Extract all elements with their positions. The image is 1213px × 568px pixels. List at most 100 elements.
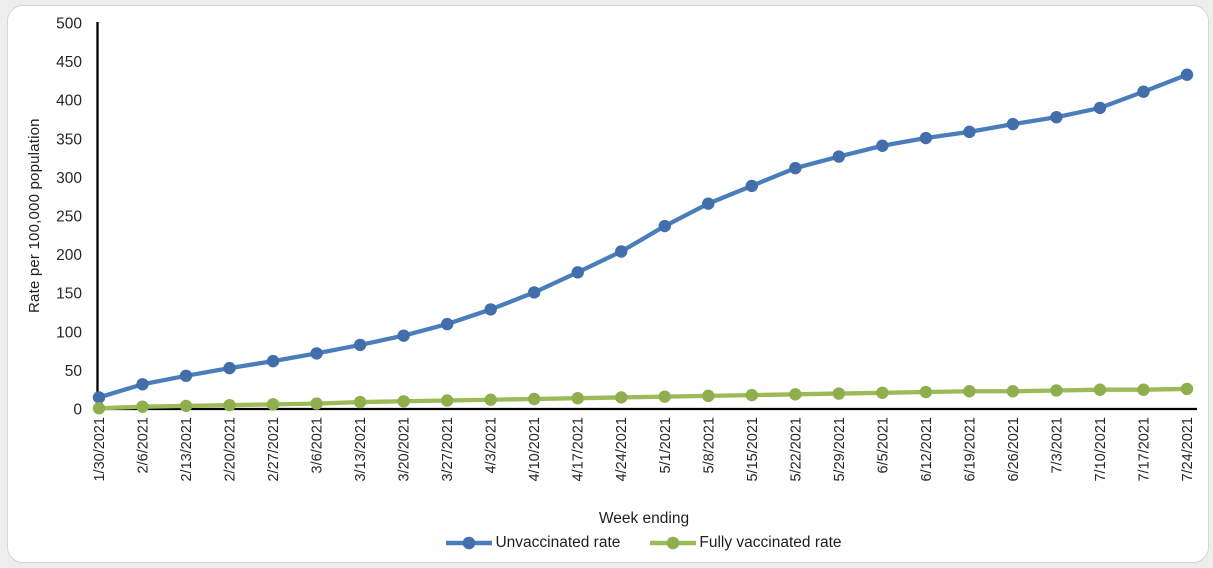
y-tick-label: 350 xyxy=(56,131,82,148)
chart-card: 1/30/2021 2/6/2021 2/13/2021 2/20/2021 2/27/… xyxy=(7,5,1209,563)
data-point[interactable] xyxy=(1006,117,1020,131)
x-tick-label: 2/20/2021 xyxy=(223,417,239,482)
data-point[interactable] xyxy=(223,398,236,412)
data-point[interactable] xyxy=(397,395,410,408)
legend-item-unvaccinated[interactable]: Unvaccinated rate xyxy=(446,534,620,552)
x-tick-label: 7/17/2021 xyxy=(1136,417,1152,482)
y-tick-label: 50 xyxy=(65,363,83,380)
data-point[interactable] xyxy=(615,391,628,404)
legend-label-fully-vaccinated: Fully vaccinated rate xyxy=(699,534,842,551)
legend-dot-unvaccinated xyxy=(463,536,476,550)
legend-marker-unvaccinated-icon xyxy=(446,536,493,550)
data-point[interactable] xyxy=(745,179,758,193)
data-point[interactable] xyxy=(658,390,671,403)
data-point[interactable] xyxy=(571,266,584,279)
data-point[interactable] xyxy=(832,387,846,400)
data-point[interactable] xyxy=(310,347,323,360)
x-tick-label: 5/29/2021 xyxy=(832,417,848,482)
data-point[interactable] xyxy=(223,361,236,375)
data-point[interactable] xyxy=(266,398,280,411)
x-tick-label: 3/6/2021 xyxy=(310,417,326,473)
data-point[interactable] xyxy=(528,286,541,299)
series-fully-vaccinated-rate xyxy=(92,382,1194,415)
x-tick-label: 4/17/2021 xyxy=(571,417,587,482)
x-axis-title: Week ending xyxy=(598,510,690,527)
data-point[interactable] xyxy=(440,394,454,407)
legend-item-fully-vaccinated[interactable]: Fully vaccinated rate xyxy=(650,534,842,552)
y-tick-label: 450 xyxy=(56,54,82,71)
x-tick-label: 7/24/2021 xyxy=(1180,417,1196,482)
data-point[interactable] xyxy=(310,397,323,410)
data-point[interactable] xyxy=(353,338,367,352)
data-point[interactable] xyxy=(397,329,410,342)
data-point[interactable] xyxy=(1180,68,1194,81)
data-point[interactable] xyxy=(179,369,193,383)
x-tick-label: 4/24/2021 xyxy=(614,417,630,482)
data-point[interactable] xyxy=(963,385,976,398)
data-point[interactable] xyxy=(1137,85,1150,98)
data-point[interactable] xyxy=(963,125,976,139)
x-tick-label: 6/26/2021 xyxy=(1006,417,1022,482)
data-point[interactable] xyxy=(1180,382,1194,396)
data-point[interactable] xyxy=(1050,110,1063,124)
y-axis-title: Rate per 100,000 population xyxy=(26,118,43,314)
x-tick-label: 5/15/2021 xyxy=(745,417,761,482)
legend: Unvaccinated rate Fully vaccinated rate xyxy=(98,534,1190,552)
x-tick-label: 5/1/2021 xyxy=(658,417,674,473)
data-point[interactable] xyxy=(658,219,671,233)
x-tick-label: 6/19/2021 xyxy=(962,417,978,482)
data-point[interactable] xyxy=(615,245,628,258)
y-tick-label: 500 xyxy=(56,16,82,33)
data-point[interactable] xyxy=(1093,101,1107,115)
data-point[interactable] xyxy=(528,392,541,406)
y-tick-label: 150 xyxy=(56,286,82,303)
data-point[interactable] xyxy=(266,354,280,368)
chart-canvas: 1/30/2021 2/6/2021 2/13/2021 2/20/2021 2/27/… xyxy=(56,16,1197,482)
data-point[interactable] xyxy=(179,399,193,413)
data-point[interactable] xyxy=(919,385,933,399)
data-point[interactable] xyxy=(484,393,497,406)
x-tick-label: 4/3/2021 xyxy=(484,417,500,473)
series-line xyxy=(96,72,1190,400)
data-point[interactable] xyxy=(1006,385,1020,398)
data-point[interactable] xyxy=(919,131,933,145)
data-point[interactable] xyxy=(745,388,758,402)
data-point[interactable] xyxy=(876,139,889,152)
x-tick-label: 2/13/2021 xyxy=(179,417,195,482)
data-point[interactable] xyxy=(789,161,802,175)
x-tick-label: 5/8/2021 xyxy=(701,417,717,473)
x-tick-label: 3/20/2021 xyxy=(397,417,413,482)
data-point[interactable] xyxy=(832,150,846,163)
x-tick-label: 2/6/2021 xyxy=(136,417,152,473)
data-point[interactable] xyxy=(702,197,715,210)
y-tick-label: 400 xyxy=(56,93,82,110)
y-axis-tick-labels: 0 50 100 150 200 250 300 350 400 450 500 xyxy=(56,16,82,419)
data-point[interactable] xyxy=(1137,383,1150,396)
data-point[interactable] xyxy=(702,389,715,403)
y-tick-label: 250 xyxy=(56,209,82,226)
data-point[interactable] xyxy=(1050,384,1063,397)
data-point[interactable] xyxy=(92,402,106,415)
x-tick-label: 5/22/2021 xyxy=(788,417,804,482)
x-tick-label: 3/27/2021 xyxy=(440,417,456,482)
x-tick-label: 1/30/2021 xyxy=(92,417,108,482)
x-tick-label: 7/3/2021 xyxy=(1049,417,1065,473)
x-tick-label: 6/5/2021 xyxy=(875,417,891,473)
data-point[interactable] xyxy=(571,391,584,405)
data-point[interactable] xyxy=(484,303,497,316)
data-point[interactable] xyxy=(440,317,454,331)
data-point[interactable] xyxy=(1093,383,1107,396)
data-point[interactable] xyxy=(136,400,149,413)
y-tick-label: 100 xyxy=(56,324,82,341)
legend-marker-fully-vaccinated-icon xyxy=(650,536,697,550)
x-tick-label: 3/13/2021 xyxy=(353,417,369,482)
data-point[interactable] xyxy=(92,391,106,404)
legend-dot-fully-vaccinated xyxy=(667,536,680,550)
data-point[interactable] xyxy=(136,378,149,391)
data-point[interactable] xyxy=(789,388,802,401)
x-tick-label: 4/10/2021 xyxy=(527,417,543,482)
x-axis-tick-labels: 1/30/2021 2/6/2021 2/13/2021 2/20/2021 2/27/… xyxy=(92,417,1196,482)
data-point[interactable] xyxy=(876,386,889,399)
data-point[interactable] xyxy=(353,395,367,409)
y-tick-label: 300 xyxy=(56,170,82,187)
